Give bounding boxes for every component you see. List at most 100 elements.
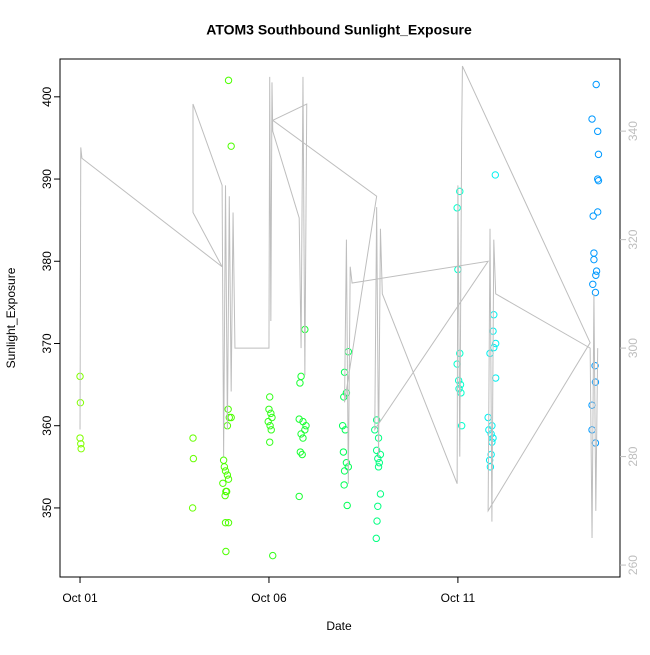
point xyxy=(188,504,197,512)
point xyxy=(375,459,383,467)
point xyxy=(299,434,307,442)
point xyxy=(592,271,600,279)
point xyxy=(225,413,233,422)
x-tick-label: Oct 11 xyxy=(441,591,476,605)
point xyxy=(302,422,310,430)
point xyxy=(594,208,602,216)
point xyxy=(589,280,597,288)
point xyxy=(224,76,233,85)
point xyxy=(219,479,227,487)
point xyxy=(342,459,351,467)
point xyxy=(453,204,461,212)
point xyxy=(491,171,500,179)
y-tick-label: 360 xyxy=(40,415,54,435)
point xyxy=(267,426,275,434)
point xyxy=(591,288,600,297)
point xyxy=(592,267,601,275)
point xyxy=(591,378,600,386)
point xyxy=(266,438,274,446)
point xyxy=(491,339,500,348)
point xyxy=(592,80,600,89)
y2-tick-label: 280 xyxy=(626,446,640,466)
point xyxy=(588,426,596,434)
point xyxy=(223,471,232,479)
point xyxy=(588,115,596,123)
y-tick-label: 400 xyxy=(40,86,54,106)
point xyxy=(374,463,383,471)
y-axis-label: Sunlight_Exposure xyxy=(4,267,18,368)
x-tick-label: Oct 01 xyxy=(62,591,98,605)
point xyxy=(486,349,494,358)
point xyxy=(372,446,381,455)
point xyxy=(372,416,381,424)
y-tick-label: 380 xyxy=(40,251,54,271)
chart-title: ATOM3 Southbound Sunlight_Exposure xyxy=(206,22,472,38)
line-series xyxy=(79,65,599,538)
point xyxy=(267,409,275,418)
point xyxy=(189,434,197,442)
point xyxy=(486,463,495,471)
point xyxy=(227,142,235,150)
point xyxy=(588,401,596,409)
point xyxy=(224,405,232,413)
point xyxy=(224,475,233,483)
point xyxy=(298,450,306,459)
point xyxy=(343,501,351,510)
point xyxy=(77,440,85,448)
point xyxy=(373,517,381,525)
y-tick-label: 370 xyxy=(40,333,54,353)
plot-frame xyxy=(59,58,621,578)
point xyxy=(295,415,303,423)
point xyxy=(301,426,309,434)
point xyxy=(222,487,231,496)
y2-tick-label: 320 xyxy=(626,229,640,249)
y2-tick-label: 260 xyxy=(626,555,640,575)
point xyxy=(594,150,603,159)
y-tick-label: 350 xyxy=(40,498,54,518)
point xyxy=(491,374,500,382)
point xyxy=(224,519,233,527)
x-axis-label: Date xyxy=(326,619,352,633)
point xyxy=(297,372,305,381)
point xyxy=(296,379,304,387)
point xyxy=(456,349,464,358)
point xyxy=(374,502,382,510)
point xyxy=(374,454,382,463)
point xyxy=(297,430,305,438)
point xyxy=(76,434,84,442)
point xyxy=(264,417,272,426)
point xyxy=(222,547,230,556)
point xyxy=(266,393,274,401)
point xyxy=(269,551,277,560)
point xyxy=(489,434,497,442)
y2-tick-label: 340 xyxy=(626,121,640,141)
point xyxy=(77,445,85,453)
point xyxy=(296,448,305,456)
point xyxy=(457,389,465,397)
y2-tick-label: 300 xyxy=(626,338,640,358)
point xyxy=(589,212,597,220)
point xyxy=(265,405,273,413)
point xyxy=(344,348,353,356)
y-tick-label: 390 xyxy=(40,169,54,189)
point xyxy=(457,422,466,430)
point xyxy=(189,454,198,463)
point xyxy=(339,448,348,456)
point xyxy=(484,413,492,422)
point xyxy=(221,491,229,500)
point xyxy=(340,467,349,475)
point xyxy=(221,519,230,527)
point xyxy=(221,467,230,475)
point xyxy=(220,463,229,471)
point xyxy=(454,376,463,385)
point xyxy=(590,255,598,264)
point xyxy=(376,490,385,498)
point xyxy=(372,534,380,543)
point xyxy=(594,176,603,185)
point xyxy=(590,249,598,257)
point xyxy=(268,413,276,422)
point xyxy=(219,456,228,464)
point xyxy=(456,187,464,196)
point xyxy=(295,492,303,501)
